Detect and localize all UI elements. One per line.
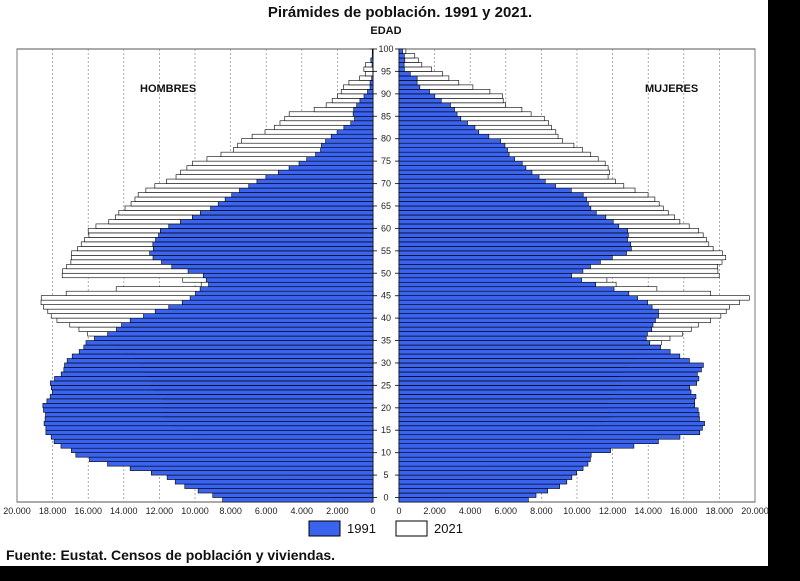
svg-text:40: 40 [381, 313, 391, 323]
svg-text:35: 35 [381, 336, 391, 346]
svg-text:45: 45 [381, 291, 391, 301]
svg-text:20.000: 20.000 [3, 506, 31, 516]
svg-text:85: 85 [381, 111, 391, 121]
svg-text:6.000: 6.000 [495, 506, 518, 516]
svg-text:30: 30 [381, 358, 391, 368]
svg-text:MUJERES: MUJERES [645, 83, 698, 95]
svg-text:12.000: 12.000 [599, 506, 627, 516]
svg-text:14.000: 14.000 [634, 506, 662, 516]
svg-text:60: 60 [381, 223, 391, 233]
svg-text:70: 70 [381, 179, 391, 189]
svg-text:75: 75 [381, 156, 391, 166]
svg-text:16.000: 16.000 [74, 506, 102, 516]
svg-text:2.000: 2.000 [326, 506, 349, 516]
svg-text:20.000: 20.000 [741, 506, 769, 516]
svg-text:4.000: 4.000 [459, 506, 482, 516]
svg-text:0: 0 [396, 506, 401, 516]
svg-text:100: 100 [378, 44, 393, 54]
svg-text:18.000: 18.000 [39, 506, 67, 516]
svg-text:10: 10 [381, 448, 391, 458]
svg-text:6.000: 6.000 [255, 506, 278, 516]
svg-text:55: 55 [381, 246, 391, 256]
svg-text:0: 0 [383, 493, 388, 503]
svg-text:HOMBRES: HOMBRES [140, 83, 196, 95]
svg-text:8.000: 8.000 [219, 506, 242, 516]
svg-text:18.000: 18.000 [706, 506, 734, 516]
svg-text:10.000: 10.000 [181, 506, 209, 516]
svg-text:12.000: 12.000 [146, 506, 174, 516]
svg-text:15: 15 [381, 425, 391, 435]
svg-text:8.000: 8.000 [530, 506, 553, 516]
svg-text:2.000: 2.000 [423, 506, 446, 516]
svg-text:25: 25 [381, 380, 391, 390]
svg-text:10.000: 10.000 [563, 506, 591, 516]
svg-text:4.000: 4.000 [291, 506, 314, 516]
svg-text:2021: 2021 [434, 521, 463, 536]
svg-text:0: 0 [370, 506, 375, 516]
svg-text:95: 95 [381, 66, 391, 76]
svg-text:50: 50 [381, 268, 391, 278]
svg-text:80: 80 [381, 134, 391, 144]
svg-text:1991: 1991 [347, 521, 376, 536]
svg-text:90: 90 [381, 89, 391, 99]
svg-text:20: 20 [381, 403, 391, 413]
svg-text:16.000: 16.000 [670, 506, 698, 516]
svg-text:65: 65 [381, 201, 391, 211]
svg-text:14.000: 14.000 [110, 506, 138, 516]
svg-text:EDAD: EDAD [370, 25, 401, 37]
svg-text:5: 5 [383, 470, 388, 480]
